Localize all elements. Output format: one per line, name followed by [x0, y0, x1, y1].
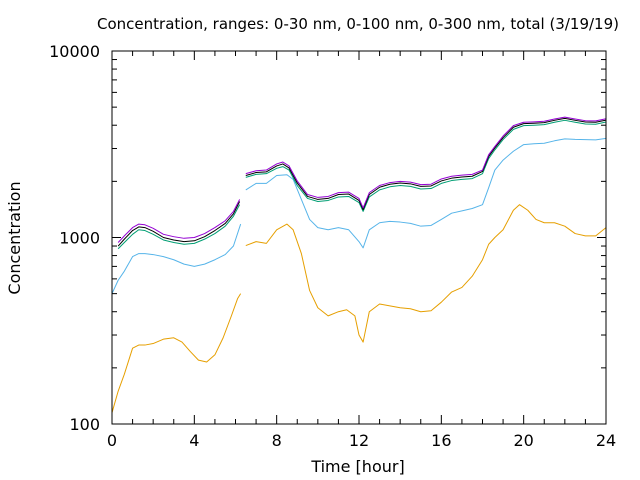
- series-line-2: [117, 119, 607, 250]
- x-tick-label: 4: [189, 431, 199, 450]
- y-axis-label: Concentration: [5, 181, 24, 294]
- y-tick-label: 100: [69, 415, 100, 434]
- series-line-3: [117, 117, 607, 247]
- x-tick-label: 24: [596, 431, 616, 450]
- chart-title: Concentration, ranges: 0-30 nm, 0-100 nm…: [97, 15, 619, 33]
- series-line-4: [117, 116, 607, 243]
- plot-area: [111, 116, 607, 413]
- plot-frame: [111, 50, 607, 425]
- x-tick-label: 12: [349, 431, 369, 450]
- x-axis-label: Time [hour]: [310, 457, 404, 476]
- x-tick-label: 0: [107, 431, 117, 450]
- series-line-0: [111, 204, 607, 413]
- y-tick-label: 1000: [59, 229, 100, 248]
- axis-ticks: 0 4 8 12 16 20 24 100 1000 10000: [49, 42, 616, 450]
- x-tick-label: 20: [513, 431, 533, 450]
- series-line-1: [111, 137, 607, 294]
- x-tick-label: 16: [431, 431, 451, 450]
- y-tick-label: 10000: [49, 42, 100, 61]
- x-tick-label: 8: [272, 431, 282, 450]
